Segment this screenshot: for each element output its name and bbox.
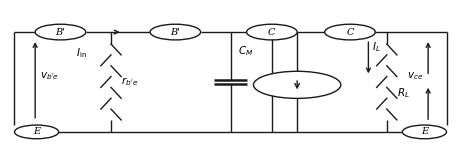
Text: $r_{b'e}$: $r_{b'e}$ [121,76,138,88]
Circle shape [254,71,341,98]
Text: B': B' [56,28,65,37]
Text: $I_L$: $I_L$ [372,41,381,54]
Circle shape [35,24,86,40]
Circle shape [150,24,201,40]
Circle shape [247,24,297,40]
Text: E: E [33,127,40,136]
Text: $v_{b'e}$: $v_{b'e}$ [40,70,59,82]
Text: $I_{\mathrm{in}}$: $I_{\mathrm{in}}$ [76,46,87,60]
Circle shape [325,24,375,40]
Text: C: C [346,28,354,37]
Text: B': B' [171,28,180,37]
Text: $C_M$: $C_M$ [238,44,253,57]
Text: E: E [421,127,428,136]
Circle shape [14,125,59,139]
Text: $g_m \cdot v_{b\'e}$: $g_m \cdot v_{b\'e}$ [277,70,313,82]
Text: C: C [268,28,276,37]
Text: $R_L$: $R_L$ [397,87,410,100]
Circle shape [402,125,447,139]
Text: $v_{ce}$: $v_{ce}$ [407,70,424,82]
